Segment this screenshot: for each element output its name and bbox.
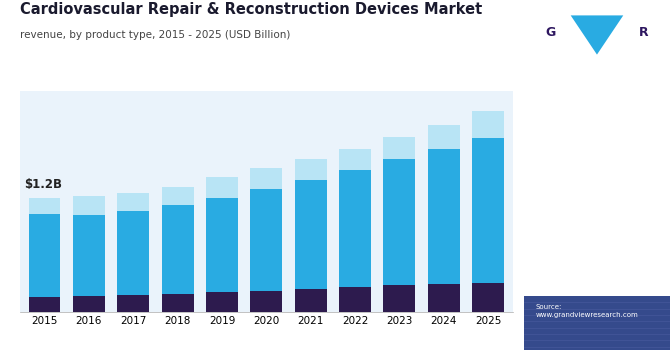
Text: G: G — [545, 26, 555, 39]
Bar — [383, 286, 415, 312]
Bar — [295, 180, 327, 289]
Bar — [524, 296, 670, 350]
Bar — [29, 214, 60, 297]
Bar — [295, 159, 327, 180]
Bar — [428, 126, 460, 149]
Text: Global Market CAGR,
2017 - 2025: Global Market CAGR, 2017 - 2025 — [550, 199, 644, 222]
Bar — [339, 170, 371, 287]
Bar — [206, 198, 238, 292]
Bar — [472, 139, 504, 283]
Bar — [29, 297, 60, 312]
Bar — [472, 111, 504, 139]
Text: Cardiovascular Repair & Reconstruction Devices Market: Cardiovascular Repair & Reconstruction D… — [20, 2, 482, 17]
Polygon shape — [571, 15, 623, 55]
Bar — [472, 283, 504, 312]
Bar — [161, 294, 194, 312]
Bar — [117, 295, 149, 312]
Bar — [161, 205, 194, 294]
Bar — [73, 215, 105, 296]
Text: 5.2%: 5.2% — [555, 126, 639, 154]
Bar — [29, 198, 60, 214]
Bar — [117, 211, 149, 295]
Bar — [295, 289, 327, 312]
Text: $1.2B: $1.2B — [25, 177, 62, 190]
Bar — [117, 193, 149, 211]
Bar — [251, 290, 282, 312]
Text: revenue, by product type, 2015 - 2025 (USD Billion): revenue, by product type, 2015 - 2025 (U… — [20, 30, 291, 40]
Bar — [428, 284, 460, 312]
Bar — [339, 149, 371, 170]
Bar — [206, 292, 238, 312]
Bar — [530, 7, 664, 63]
Text: R: R — [639, 26, 649, 39]
Bar — [383, 159, 415, 286]
Bar — [206, 177, 238, 198]
Bar — [73, 296, 105, 312]
Text: Source:
www.grandviewresearch.com: Source: www.grandviewresearch.com — [535, 304, 639, 318]
Bar — [383, 137, 415, 159]
Text: GRAND VIEW RESEARCH: GRAND VIEW RESEARCH — [557, 77, 636, 82]
Bar — [251, 189, 282, 290]
Bar — [251, 168, 282, 189]
Bar — [428, 149, 460, 284]
Bar — [339, 287, 371, 312]
Bar — [73, 196, 105, 215]
Bar — [161, 187, 194, 205]
